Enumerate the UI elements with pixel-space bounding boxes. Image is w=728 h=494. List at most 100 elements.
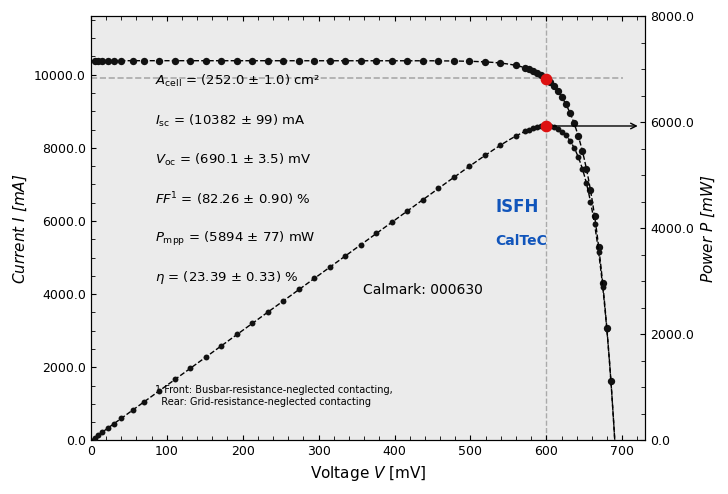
Point bbox=[528, 67, 539, 75]
Text: $A_\mathrm{cell}$ = (252.0 ± 1.0) cm²: $A_\mathrm{cell}$ = (252.0 ± 1.0) cm² bbox=[154, 74, 320, 89]
Point bbox=[572, 132, 584, 140]
Point bbox=[371, 229, 382, 237]
Point bbox=[102, 424, 114, 432]
Point bbox=[232, 57, 243, 65]
Point bbox=[309, 274, 320, 282]
X-axis label: Voltage $V$ [mV]: Voltage $V$ [mV] bbox=[309, 464, 426, 483]
Point bbox=[528, 124, 539, 132]
Point bbox=[293, 57, 305, 65]
Point bbox=[448, 173, 460, 181]
Point bbox=[154, 387, 165, 395]
Point bbox=[324, 263, 336, 271]
Point bbox=[127, 57, 138, 65]
Point bbox=[115, 57, 127, 65]
Point bbox=[577, 147, 588, 155]
Point bbox=[89, 434, 100, 442]
Point bbox=[464, 57, 475, 65]
Text: $V_\mathrm{oc}$ = (690.1 ± 3.5) mV: $V_\mathrm{oc}$ = (690.1 ± 3.5) mV bbox=[154, 152, 311, 167]
Point bbox=[96, 57, 108, 65]
Point bbox=[560, 100, 571, 108]
Point bbox=[127, 406, 138, 414]
Point bbox=[552, 125, 563, 133]
Point bbox=[548, 82, 560, 90]
Point bbox=[324, 57, 336, 65]
Point bbox=[601, 324, 613, 331]
Point bbox=[340, 57, 352, 65]
Point bbox=[589, 212, 601, 220]
Point bbox=[355, 57, 367, 65]
Point bbox=[605, 376, 617, 384]
Point bbox=[536, 123, 547, 130]
Point bbox=[531, 123, 543, 131]
Point bbox=[494, 141, 506, 149]
Point bbox=[402, 207, 414, 215]
Text: 1 Front: Busbar-resistance-neglected contacting,
  Rear: Grid-resistance-neglect: 1 Front: Busbar-resistance-neglected con… bbox=[154, 385, 392, 407]
Point bbox=[371, 57, 382, 65]
Point bbox=[589, 220, 601, 228]
Point bbox=[185, 364, 197, 372]
Point bbox=[564, 109, 576, 117]
Text: Calmark: 000630: Calmark: 000630 bbox=[363, 284, 483, 297]
Point bbox=[531, 69, 543, 77]
Point bbox=[432, 57, 444, 65]
Point bbox=[96, 428, 108, 436]
Point bbox=[593, 243, 604, 250]
Point bbox=[262, 57, 274, 65]
Point bbox=[247, 319, 258, 327]
Point bbox=[355, 241, 367, 248]
Y-axis label: Power $P$ [mW]: Power $P$ [mW] bbox=[700, 174, 717, 283]
Point bbox=[108, 420, 119, 428]
Point bbox=[556, 127, 568, 135]
Point bbox=[386, 57, 397, 65]
Point bbox=[102, 57, 114, 65]
Point bbox=[539, 122, 551, 130]
Point bbox=[577, 165, 588, 172]
Point bbox=[115, 414, 127, 422]
Point bbox=[605, 377, 617, 385]
Text: $FF$$^1$ = (82.26 ± 0.90) %: $FF$$^1$ = (82.26 ± 0.90) % bbox=[154, 191, 310, 208]
Point bbox=[544, 78, 555, 86]
Text: CalTeC: CalTeC bbox=[496, 234, 547, 248]
Text: ISFH: ISFH bbox=[496, 198, 539, 216]
Point bbox=[597, 283, 609, 291]
Text: $P_\mathrm{mpp}$ = (5894 ± 77) mW: $P_\mathrm{mpp}$ = (5894 ± 77) mW bbox=[154, 230, 315, 247]
Point bbox=[340, 252, 352, 260]
Point bbox=[569, 144, 580, 152]
Point bbox=[523, 125, 535, 133]
Point bbox=[540, 122, 552, 130]
Point bbox=[523, 65, 535, 73]
Point bbox=[92, 57, 104, 65]
Point bbox=[548, 123, 560, 131]
Point bbox=[108, 57, 119, 65]
Point bbox=[262, 308, 274, 316]
Point bbox=[601, 326, 613, 333]
Point bbox=[89, 57, 100, 65]
Text: $I_\mathrm{sc}$ = (10382 ± 99) mA: $I_\mathrm{sc}$ = (10382 ± 99) mA bbox=[154, 113, 305, 128]
Point bbox=[232, 330, 243, 338]
Point bbox=[494, 59, 506, 67]
Point bbox=[572, 153, 584, 161]
Point bbox=[293, 286, 305, 293]
Point bbox=[569, 120, 580, 127]
Point bbox=[510, 61, 522, 69]
Point bbox=[448, 57, 460, 65]
Point bbox=[479, 58, 491, 66]
Point bbox=[585, 198, 596, 206]
Point bbox=[479, 152, 491, 160]
Point bbox=[432, 184, 444, 192]
Point bbox=[154, 57, 165, 65]
Text: $\eta$ = (23.39 ± 0.33) %: $\eta$ = (23.39 ± 0.33) % bbox=[154, 269, 298, 286]
Point bbox=[215, 342, 227, 350]
Point bbox=[556, 93, 568, 101]
Point bbox=[138, 398, 150, 406]
Point bbox=[560, 131, 571, 139]
Point bbox=[169, 375, 181, 383]
Point bbox=[593, 248, 604, 256]
Point bbox=[386, 218, 397, 226]
Point bbox=[200, 353, 212, 361]
Point bbox=[247, 57, 258, 65]
Point bbox=[169, 57, 181, 65]
Point bbox=[536, 72, 547, 80]
Point bbox=[564, 137, 576, 145]
Point bbox=[417, 57, 429, 65]
